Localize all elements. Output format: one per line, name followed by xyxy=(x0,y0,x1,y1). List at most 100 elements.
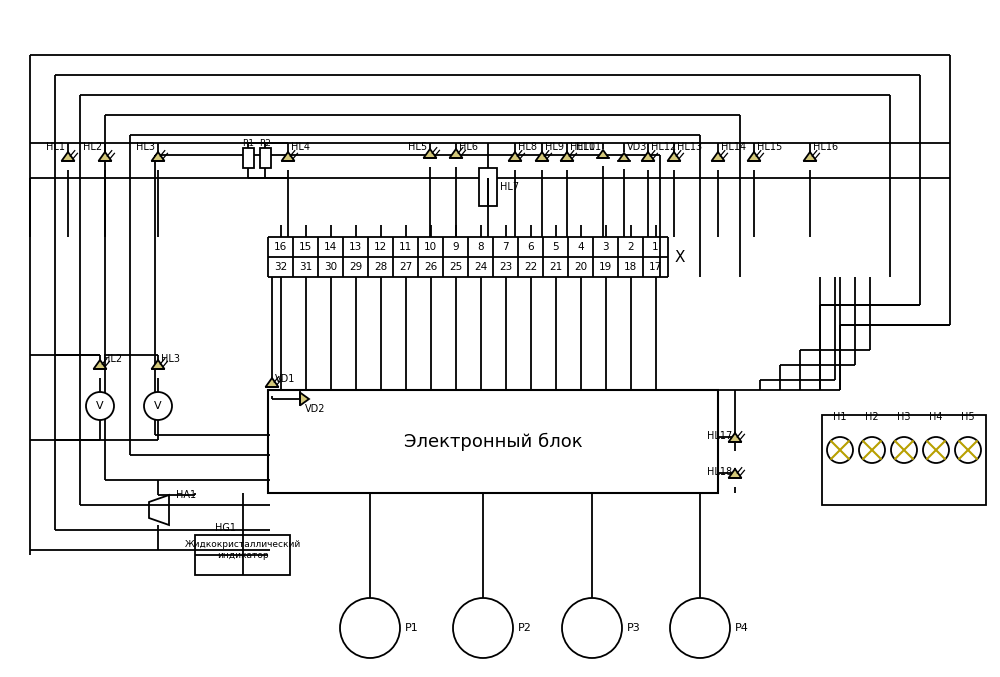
Text: 29: 29 xyxy=(349,262,362,272)
Text: 6: 6 xyxy=(527,242,534,252)
Text: VD3: VD3 xyxy=(627,142,647,152)
Text: P1: P1 xyxy=(405,623,419,633)
Polygon shape xyxy=(152,360,164,369)
Text: 20: 20 xyxy=(574,262,587,272)
Text: HL18: HL18 xyxy=(707,467,732,477)
Text: 11: 11 xyxy=(399,242,412,252)
Text: V: V xyxy=(154,401,162,411)
Polygon shape xyxy=(94,360,106,369)
Text: HL17: HL17 xyxy=(707,431,732,441)
Text: P3: P3 xyxy=(627,623,641,633)
Text: HL1: HL1 xyxy=(46,142,65,152)
Text: H5: H5 xyxy=(961,412,975,422)
Text: 10: 10 xyxy=(424,242,437,252)
Bar xyxy=(822,415,986,505)
Circle shape xyxy=(670,598,730,658)
Text: 9: 9 xyxy=(452,242,459,252)
Text: HL13: HL13 xyxy=(677,142,702,152)
Text: R2: R2 xyxy=(259,139,271,148)
Text: X: X xyxy=(675,250,685,265)
Text: HL6: HL6 xyxy=(459,142,478,152)
Circle shape xyxy=(827,437,853,463)
Bar xyxy=(260,148,270,168)
Text: HL5: HL5 xyxy=(408,142,427,152)
Text: 28: 28 xyxy=(374,262,387,272)
Text: H4: H4 xyxy=(929,412,943,422)
Polygon shape xyxy=(642,152,654,161)
Text: HL16: HL16 xyxy=(813,142,838,152)
Text: 12: 12 xyxy=(374,242,387,252)
Polygon shape xyxy=(561,152,573,161)
Text: 3: 3 xyxy=(602,242,609,252)
Polygon shape xyxy=(424,149,436,158)
Polygon shape xyxy=(536,152,548,161)
Text: H3: H3 xyxy=(897,412,911,422)
Text: HL15: HL15 xyxy=(757,142,782,152)
Text: VD1: VD1 xyxy=(275,374,295,384)
Text: Электронный блок: Электронный блок xyxy=(404,433,582,451)
Text: 25: 25 xyxy=(449,262,462,272)
Text: HL4: HL4 xyxy=(291,142,310,152)
Text: HL12: HL12 xyxy=(651,142,676,152)
Text: 21: 21 xyxy=(549,262,562,272)
Text: HA1: HA1 xyxy=(176,490,196,500)
Circle shape xyxy=(955,437,981,463)
Text: P4: P4 xyxy=(735,623,749,633)
Bar xyxy=(242,148,254,168)
Polygon shape xyxy=(282,152,294,161)
Bar xyxy=(195,535,290,575)
Text: 7: 7 xyxy=(502,242,509,252)
Text: 27: 27 xyxy=(399,262,412,272)
Circle shape xyxy=(453,598,513,658)
Text: 18: 18 xyxy=(624,262,637,272)
Circle shape xyxy=(891,437,917,463)
Text: 17: 17 xyxy=(649,262,662,272)
Circle shape xyxy=(144,392,172,420)
Text: VD2: VD2 xyxy=(305,404,326,414)
Circle shape xyxy=(562,598,622,658)
Polygon shape xyxy=(509,152,521,161)
Text: HL10: HL10 xyxy=(570,142,595,152)
Text: 30: 30 xyxy=(324,262,337,272)
Text: HL11: HL11 xyxy=(576,142,601,152)
Polygon shape xyxy=(62,152,74,161)
Circle shape xyxy=(923,437,949,463)
Text: HG1: HG1 xyxy=(215,523,236,533)
Text: H2: H2 xyxy=(865,412,879,422)
Text: R1: R1 xyxy=(242,139,254,148)
Text: HL7: HL7 xyxy=(500,182,519,192)
Polygon shape xyxy=(300,393,309,406)
Polygon shape xyxy=(618,153,630,161)
Text: 5: 5 xyxy=(552,242,559,252)
Text: Жидкокристаллический
индикатор: Жидкокристаллический индикатор xyxy=(184,540,301,560)
Text: 32: 32 xyxy=(274,262,287,272)
Polygon shape xyxy=(748,152,760,161)
Text: 4: 4 xyxy=(577,242,584,252)
Text: 16: 16 xyxy=(274,242,287,252)
Text: P2: P2 xyxy=(518,623,532,633)
Text: HL9: HL9 xyxy=(545,142,564,152)
Text: 2: 2 xyxy=(627,242,634,252)
Text: V: V xyxy=(96,401,104,411)
Text: 13: 13 xyxy=(349,242,362,252)
Text: 26: 26 xyxy=(424,262,437,272)
Polygon shape xyxy=(597,150,609,158)
Text: 14: 14 xyxy=(324,242,337,252)
Text: 15: 15 xyxy=(299,242,312,252)
Text: 19: 19 xyxy=(599,262,612,272)
Circle shape xyxy=(86,392,114,420)
Polygon shape xyxy=(152,152,164,161)
Polygon shape xyxy=(729,469,741,478)
Text: 1: 1 xyxy=(652,242,659,252)
Text: HL3: HL3 xyxy=(136,142,155,152)
Polygon shape xyxy=(266,378,278,387)
Bar xyxy=(268,390,718,493)
Polygon shape xyxy=(712,152,724,161)
Text: 8: 8 xyxy=(477,242,484,252)
Text: 24: 24 xyxy=(474,262,487,272)
Text: H1: H1 xyxy=(833,412,847,422)
Text: 31: 31 xyxy=(299,262,312,272)
Polygon shape xyxy=(668,152,680,161)
Polygon shape xyxy=(99,152,111,161)
Text: HL8: HL8 xyxy=(518,142,537,152)
